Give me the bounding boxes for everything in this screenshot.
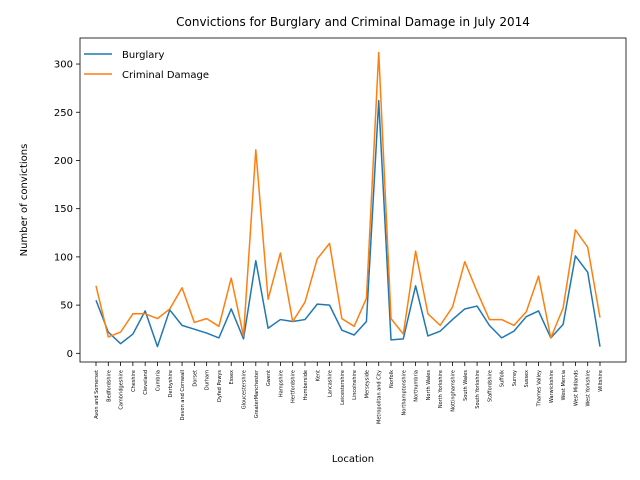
x-axis-ticks: Avon and Somerset Bedfordshire Cambridgesh…	[94, 362, 604, 424]
x-tick-label: Cambridgeshire	[119, 370, 125, 410]
x-tick-label: Leicestershire	[340, 370, 346, 405]
y-tick-label: 200	[54, 156, 73, 167]
x-tick-label: Bedfordshire	[106, 370, 112, 402]
series-line-criminal-damage	[95, 51, 601, 339]
x-tick-label: Cleveland	[143, 370, 149, 395]
y-axis-ticks: 0 50 100 150 200 250 300	[54, 60, 80, 360]
x-tick-label: Avon and Somerset	[94, 370, 100, 419]
x-tick-label: Warwickshire	[549, 370, 555, 403]
x-tick-label: Cheshire	[131, 370, 137, 392]
x-tick-label: Northumbria	[414, 370, 420, 402]
x-tick-label: Lancashire	[328, 370, 334, 397]
x-tick-label: Cumbria	[155, 370, 161, 391]
x-tick-label: North Yorkshire	[438, 370, 444, 408]
x-tick-label: West Yorkshire	[586, 370, 592, 406]
x-tick-label: South Yorkshire	[475, 370, 481, 409]
x-tick-label: Derbyshire	[168, 370, 174, 397]
series-line-burglary	[95, 99, 601, 348]
x-tick-label: Merseyside	[364, 370, 370, 398]
x-tick-label: Staffordshire	[487, 370, 493, 402]
x-tick-label: Surrey	[512, 370, 518, 386]
y-tick-label: 50	[60, 301, 73, 312]
x-tick-label: Norfolk	[389, 370, 395, 388]
x-tick-label: Dorset	[192, 370, 198, 387]
x-axis-title: Location	[332, 454, 374, 465]
x-tick-label: North Wales	[426, 370, 432, 401]
x-tick-label: Nottinghamshire	[450, 370, 456, 412]
y-tick-label: 250	[54, 108, 73, 119]
x-tick-label: South Wales	[463, 370, 469, 401]
x-tick-label: Metropolitan and City	[377, 370, 383, 424]
x-tick-label: Dyfed Powys	[217, 370, 223, 402]
x-tick-label: Humberside	[303, 370, 309, 400]
x-tick-label: West Midlands	[573, 370, 579, 407]
legend-label-criminal-damage: Criminal Damage	[122, 70, 209, 81]
x-tick-label: Sussex	[524, 370, 530, 388]
series-layer	[95, 51, 601, 348]
x-tick-label: Devon and Cornwall	[180, 370, 186, 420]
legend-label-burglary: Burglary	[122, 50, 164, 61]
plot-frame	[79, 37, 627, 363]
y-tick-label: 300	[54, 60, 73, 71]
y-axis-title: Number of convictions	[19, 144, 30, 257]
x-tick-label: West Mercia	[561, 370, 567, 400]
x-tick-label: Hampshire	[278, 370, 284, 397]
x-tick-label: Durham	[205, 370, 211, 390]
y-tick-label: 0	[67, 349, 73, 360]
y-tick-label: 150	[54, 204, 73, 215]
x-tick-label: Lincolnshire	[352, 370, 358, 400]
x-tick-label: Suffolk	[500, 370, 506, 387]
x-tick-label: Essex	[229, 370, 235, 384]
x-tick-label: GreaterManchester	[254, 369, 260, 418]
legend: Burglary Criminal Damage	[84, 50, 209, 81]
x-tick-label: Kent	[315, 370, 321, 381]
x-tick-label: Hertfordshire	[291, 370, 297, 403]
x-tick-label: Gloucestershire	[242, 370, 248, 409]
y-tick-label: 100	[54, 252, 73, 263]
x-tick-label: Gwent	[266, 370, 272, 386]
x-tick-label: Thames Valley	[537, 370, 543, 407]
x-tick-label: Northamptonshire	[401, 370, 407, 415]
chart-title: Convictions for Burglary and Criminal Da…	[176, 15, 530, 29]
x-tick-label: Wiltshire	[598, 370, 604, 392]
